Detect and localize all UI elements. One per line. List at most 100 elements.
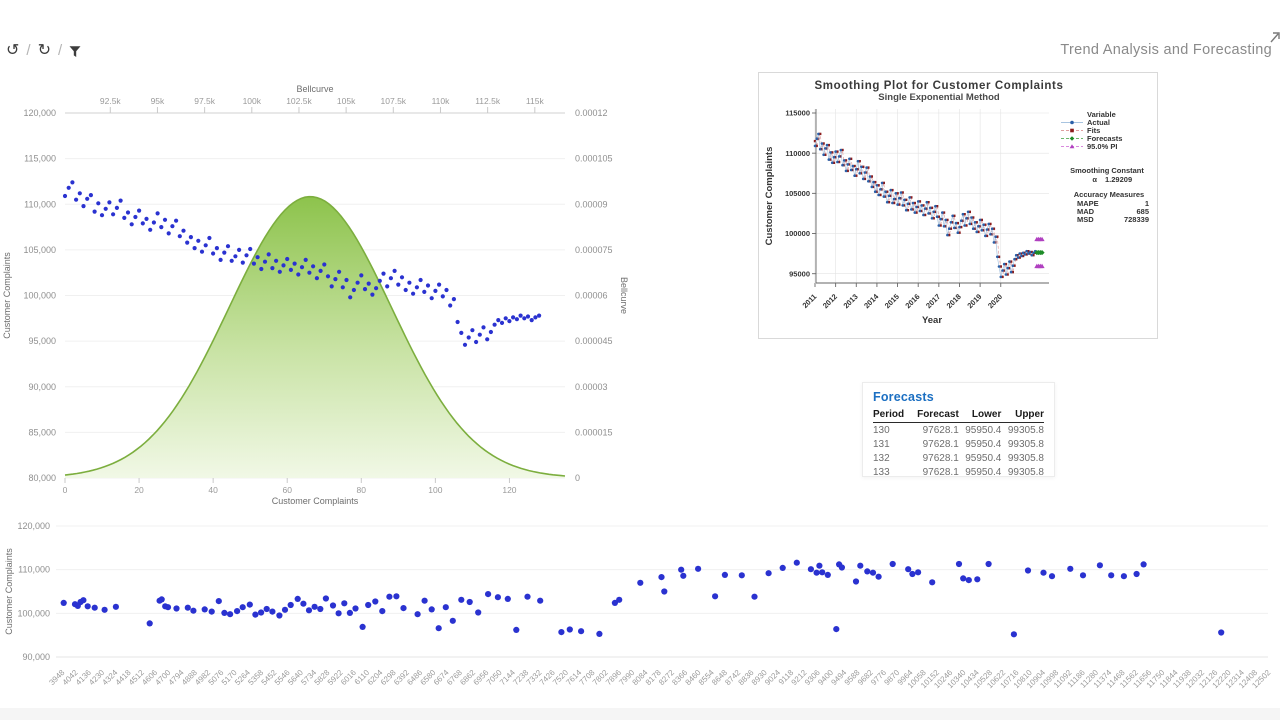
svg-text:112.5k: 112.5k (475, 96, 501, 106)
refresh-icon[interactable]: ↻ (37, 41, 51, 59)
svg-text:120,000: 120,000 (23, 108, 56, 118)
svg-text:Forecasts: Forecasts (1087, 134, 1122, 143)
forecasts-title: Forecasts (873, 390, 934, 404)
forecast-cell: 131 (873, 438, 890, 450)
svg-text:728339: 728339 (1124, 215, 1149, 224)
forecast-column-header: Forecast (909, 407, 959, 423)
svg-text:685: 685 (1136, 207, 1149, 216)
svg-text:110,000: 110,000 (18, 565, 50, 575)
forecast-cell: 132 (873, 452, 890, 464)
svg-text:100000: 100000 (785, 229, 810, 238)
svg-text:1: 1 (1145, 199, 1149, 208)
svg-text:95000: 95000 (789, 269, 810, 278)
svg-text:105000: 105000 (785, 189, 810, 198)
svg-text:2020: 2020 (986, 292, 1004, 310)
undo-history-icon[interactable]: ↺ (6, 41, 20, 59)
forecast-column-header: Lower (958, 407, 1002, 423)
svg-text:100k: 100k (243, 96, 262, 106)
forecast-cell: 99305.8 (1007, 438, 1044, 450)
svg-text:107.5k: 107.5k (381, 96, 407, 106)
svg-text:0.000015: 0.000015 (575, 427, 613, 437)
svg-text:0.00012: 0.00012 (575, 108, 608, 118)
svg-text:90,000: 90,000 (28, 382, 56, 392)
svg-text:105,000: 105,000 (23, 245, 56, 255)
svg-text:Smoothing Constant: Smoothing Constant (1070, 166, 1144, 175)
svg-text:95.0% PI: 95.0% PI (1087, 142, 1117, 151)
svg-text:Customer Complaints: Customer Complaints (764, 147, 775, 246)
main-axis-labels: 120,000 0.00012 115,000 0.000105 110,000 0.00… (2, 84, 629, 506)
svg-text:85,000: 85,000 (28, 427, 56, 437)
svg-text:Actual: Actual (1087, 118, 1110, 127)
svg-text:115k: 115k (526, 96, 545, 106)
svg-text:Bellcurve: Bellcurve (619, 277, 629, 314)
svg-text:0.00003: 0.00003 (575, 382, 608, 392)
forecast-cell: 99305.8 (1007, 452, 1044, 464)
svg-text:0.00009: 0.00009 (575, 199, 608, 209)
svg-text:Bellcurve: Bellcurve (296, 84, 333, 94)
forecast-column-header: Upper (1001, 407, 1044, 423)
forecast-row: 133 97628.1 95950.4 99305.8 (873, 465, 1044, 479)
forecasts-table: Period Forecast Lower Upper 130 97628.1 95950… (873, 407, 1044, 479)
svg-text:110000: 110000 (785, 149, 810, 158)
svg-text:2013: 2013 (842, 292, 860, 310)
svg-text:2017: 2017 (924, 292, 942, 310)
svg-text:80: 80 (357, 485, 367, 495)
svg-text:2012: 2012 (821, 292, 839, 310)
complaints-series-dots (62, 180, 542, 347)
toolbar-separator: / (26, 42, 31, 59)
forecast-cell: 95950.4 (965, 438, 1002, 450)
forecast-cell: 97628.1 (922, 452, 959, 464)
svg-text:95,000: 95,000 (28, 336, 56, 346)
bottom-axis-labels: 120,000 110,000 100,000 90,000 Customer Comp… (4, 521, 1273, 690)
forecast-cell: 95950.4 (965, 466, 1002, 478)
bottom-gridlines (56, 525, 1268, 658)
toolbar-separator: / (57, 42, 63, 59)
svg-text:0.000045: 0.000045 (575, 336, 613, 346)
forecast-cell: 99305.8 (1007, 424, 1044, 436)
forecast-cell: 97628.1 (922, 438, 959, 450)
svg-text:97.5k: 97.5k (194, 96, 216, 106)
svg-text:0.000105: 0.000105 (575, 154, 613, 164)
complaints-scatter-chart[interactable]: 120,000 110,000 100,000 90,000 Customer Comp… (0, 505, 1280, 720)
forecast-cell: 97628.1 (922, 424, 959, 436)
forecasts-card: Forecasts Period Forecast Lower Upper 130 97… (862, 382, 1055, 479)
forecast-cell: 99305.8 (1007, 466, 1044, 478)
svg-text:Customer Complaints: Customer Complaints (272, 496, 359, 506)
svg-text:92.5k: 92.5k (100, 96, 122, 106)
svg-text:102.5k: 102.5k (286, 96, 312, 106)
toolbar: ↺ / ↻ / (6, 42, 81, 59)
filter-icon[interactable] (69, 44, 81, 57)
forecast-cell: 95950.4 (965, 452, 1002, 464)
smoothing-forecast-series (1034, 236, 1045, 269)
smoothing-actual-series (813, 132, 1037, 279)
svg-text:20: 20 (134, 485, 144, 495)
bellcurve-complaints-chart[interactable]: 120,000 0.00012 115,000 0.000105 110,000 0.00… (0, 80, 650, 512)
svg-text:Fits: Fits (1087, 126, 1100, 135)
svg-text:1.29209: 1.29209 (1105, 175, 1132, 184)
svg-text:2018: 2018 (945, 292, 963, 310)
svg-text:60: 60 (282, 485, 292, 495)
svg-text:0.00006: 0.00006 (575, 291, 608, 301)
svg-text:MAD: MAD (1077, 207, 1095, 216)
svg-text:100,000: 100,000 (17, 608, 50, 618)
forecast-row: 132 97628.1 95950.4 99305.8 (873, 451, 1044, 465)
scrollbar-track[interactable] (0, 708, 1280, 720)
expand-icon[interactable] (1270, 28, 1280, 46)
svg-text:115,000: 115,000 (24, 154, 56, 164)
svg-text:2019: 2019 (965, 292, 983, 310)
forecast-cell: 133 (873, 466, 890, 478)
smoothing-gridlines (812, 109, 1049, 287)
svg-text:100: 100 (428, 485, 442, 495)
forecast-cell: 95950.4 (965, 424, 1002, 436)
svg-text:2011: 2011 (801, 292, 819, 310)
svg-text:90,000: 90,000 (22, 652, 50, 662)
forecast-row: 131 97628.1 95950.4 99305.8 (873, 437, 1044, 451)
bottom-series-dots (60, 559, 1225, 638)
svg-text:2016: 2016 (903, 292, 921, 310)
page-title: Trend Analysis and Forecasting (1060, 42, 1272, 58)
svg-text:Variable: Variable (1087, 110, 1116, 119)
